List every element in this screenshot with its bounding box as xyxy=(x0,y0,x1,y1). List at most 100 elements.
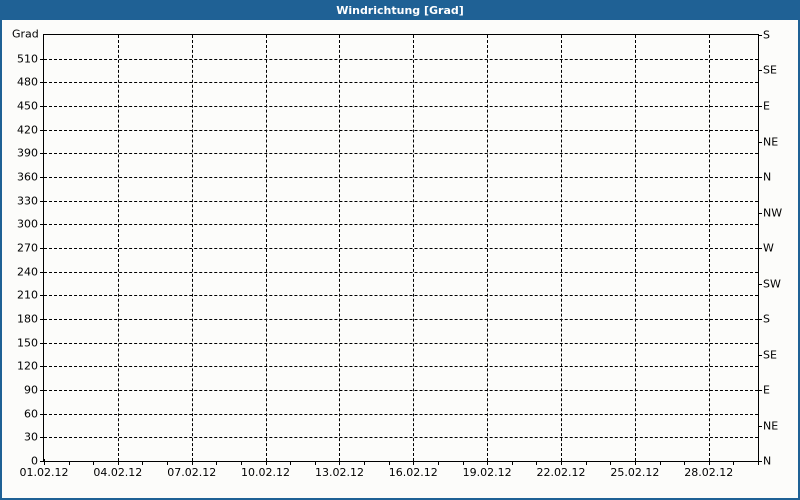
y-axis-tick-label: 180 xyxy=(17,312,38,326)
gridline-vertical xyxy=(191,35,193,461)
chart-canvas: Grad 0 30 60 90 120 150 180 210 240 270 300 330 360 3… xyxy=(2,20,798,498)
y-axis-tick-label: 330 xyxy=(17,194,38,208)
y-axis-tick xyxy=(40,295,44,297)
y-axis-tick xyxy=(40,200,44,202)
y-axis-tick-label: 150 xyxy=(17,336,38,350)
y-axis-tick xyxy=(40,82,44,84)
gridline-horizontal xyxy=(44,318,758,320)
y-axis-tick-label: 60 xyxy=(24,407,38,421)
x-axis-minor-tick xyxy=(585,462,587,465)
y-axis-tick xyxy=(40,390,44,391)
y-axis-right-tick xyxy=(758,318,762,320)
y-axis-right-tick-label: NE xyxy=(763,135,779,148)
y-axis-unit-label: Grad xyxy=(12,27,39,41)
y-axis-tick-label: 0 xyxy=(31,454,38,468)
x-axis-minor-tick xyxy=(388,462,390,465)
y-axis-tick xyxy=(40,176,44,178)
y-axis-tick-label: 270 xyxy=(17,241,38,255)
gridline-vertical xyxy=(561,35,562,461)
x-axis-minor-tick xyxy=(68,462,70,465)
gridline-horizontal xyxy=(44,295,758,297)
y-axis-right-tick xyxy=(758,390,762,391)
x-axis-minor-tick xyxy=(511,462,513,465)
gridline-horizontal xyxy=(44,129,758,131)
y-axis-right-tick-label: E xyxy=(763,99,770,113)
y-axis-tick-label: 360 xyxy=(17,170,38,184)
y-axis-right-tick-label: N xyxy=(763,454,772,468)
y-axis-tick xyxy=(40,437,44,439)
y-axis-right-tick xyxy=(758,283,762,285)
y-axis-tick-label: 90 xyxy=(24,383,38,397)
gridline-horizontal xyxy=(44,366,758,368)
y-axis-right-tick xyxy=(758,70,762,72)
y-axis-tick xyxy=(40,248,44,249)
y-axis-right-tick-label: W xyxy=(763,241,774,255)
y-axis-tick-label: 30 xyxy=(24,430,38,444)
x-axis-tick xyxy=(561,459,562,465)
gridline-vertical xyxy=(339,35,341,461)
y-axis-tick xyxy=(40,271,44,273)
gridline-vertical xyxy=(708,35,710,461)
y-axis-tick-label: 120 xyxy=(17,359,38,373)
x-axis-minor-tick xyxy=(610,462,612,465)
gridline-horizontal xyxy=(44,342,758,344)
gridline-vertical xyxy=(117,35,119,461)
gridline-vertical xyxy=(487,35,489,461)
y-axis-tick-label: 390 xyxy=(17,146,38,160)
y-axis-right-tick xyxy=(758,212,762,214)
y-axis-right-tick xyxy=(758,105,762,107)
x-axis-tick-label: 25.02.12 xyxy=(610,466,660,479)
x-axis-tick xyxy=(413,459,415,465)
x-axis-tick xyxy=(708,459,710,465)
x-axis-tick-label: 01.02.12 xyxy=(19,466,69,479)
y-axis-tick-label: 450 xyxy=(17,99,38,113)
y-axis-right-tick-label: NE xyxy=(763,419,779,432)
x-axis-minor-tick xyxy=(733,462,735,465)
x-axis-tick-label: 16.02.12 xyxy=(388,466,438,479)
x-axis-tick xyxy=(487,459,489,465)
y-axis-tick-label: 420 xyxy=(17,123,38,137)
x-axis-tick-label: 04.02.12 xyxy=(93,466,143,479)
y-axis-tick-label: 300 xyxy=(17,217,38,231)
y-axis-tick xyxy=(40,318,44,320)
y-axis-tick-label: 510 xyxy=(17,52,38,66)
x-axis-minor-tick xyxy=(314,462,316,465)
x-axis-minor-tick xyxy=(290,462,292,465)
window-title: Windrichtung [Grad] xyxy=(336,3,464,17)
y-axis-right-tick-label: E xyxy=(763,383,770,397)
window-title-bar: Windrichtung [Grad] xyxy=(0,0,800,20)
y-axis-tick xyxy=(40,129,44,131)
x-axis-tick xyxy=(634,459,636,465)
y-axis-tick-label: 210 xyxy=(17,288,38,302)
y-axis-right-tick-label: N xyxy=(763,170,772,184)
gridline-horizontal xyxy=(44,224,758,226)
plot-area: 0 30 60 90 120 150 180 210 240 270 300 330 360 390 420… xyxy=(17,29,782,480)
x-axis-minor-tick xyxy=(462,462,464,465)
x-axis-tick xyxy=(44,459,45,465)
x-axis-minor-tick xyxy=(142,462,144,465)
gridline-horizontal xyxy=(44,390,758,391)
gridline-vertical xyxy=(265,35,267,461)
x-axis-tick-label: 07.02.12 xyxy=(167,466,217,479)
y-axis-tick-label: 480 xyxy=(17,75,38,89)
x-axis-minor-tick xyxy=(167,462,169,465)
x-axis-tick-label: 28.02.12 xyxy=(684,466,734,479)
x-axis-tick-label: 22.02.12 xyxy=(536,466,586,479)
x-axis-minor-tick xyxy=(216,462,218,465)
x-axis-tick xyxy=(265,459,267,465)
x-axis-minor-tick xyxy=(240,462,242,465)
gridline-vertical xyxy=(634,35,636,461)
y-axis-right-tick-label: S xyxy=(763,312,770,326)
y-axis-tick xyxy=(40,153,44,155)
x-axis-minor-tick xyxy=(659,462,661,465)
y-axis-right-tick xyxy=(758,35,762,36)
gridline-horizontal xyxy=(44,105,758,107)
y-axis-right-tick xyxy=(758,248,762,249)
y-axis-right-tick-label: SW xyxy=(763,277,781,290)
gridline-horizontal xyxy=(44,413,758,415)
x-axis-minor-tick xyxy=(536,462,538,465)
y-axis-right-tick xyxy=(758,425,762,427)
y-axis-tick xyxy=(40,461,44,462)
y-axis-right-tick-label: S xyxy=(763,28,770,42)
